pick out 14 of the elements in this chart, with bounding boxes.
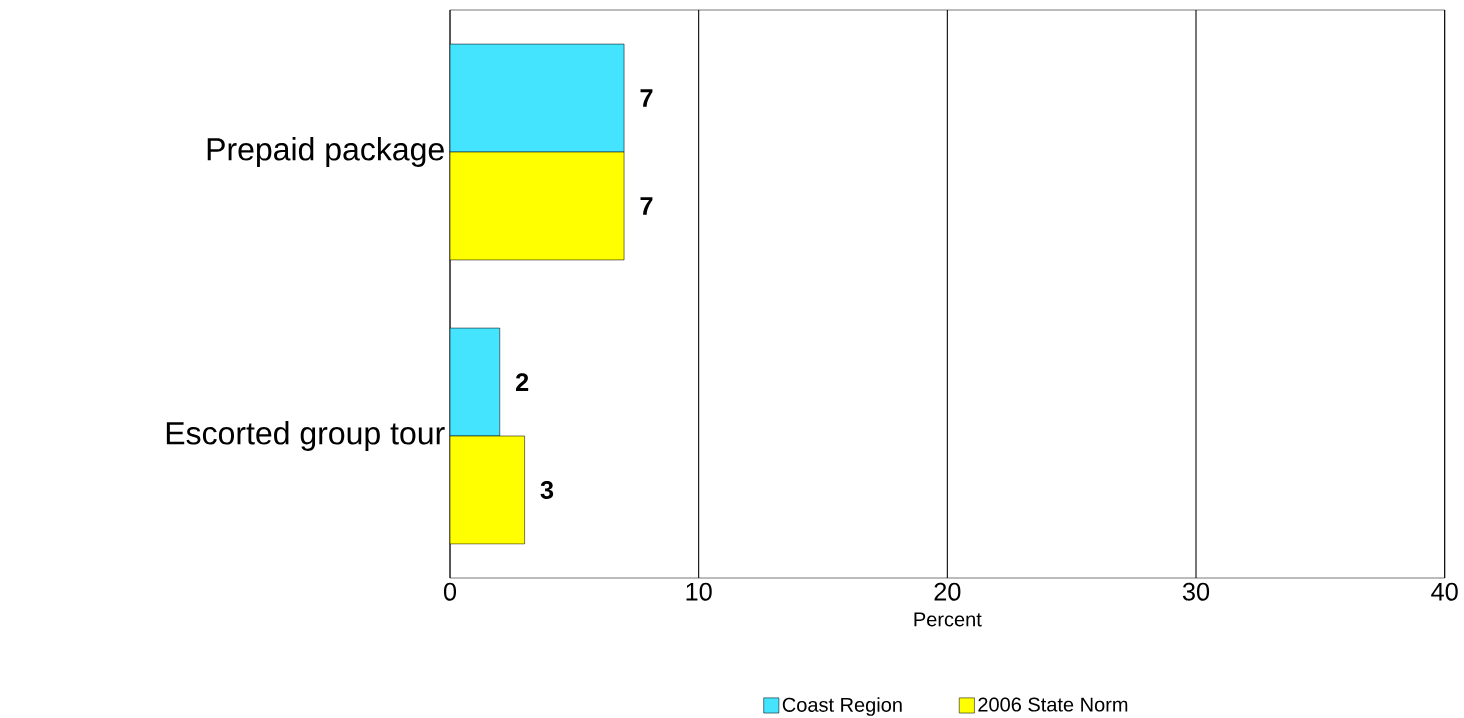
x-tick-label: 40 bbox=[1431, 582, 1458, 601]
x-tick-label: 30 bbox=[1182, 582, 1210, 601]
data-label: 7 bbox=[640, 197, 653, 215]
data-label: 3 bbox=[540, 480, 554, 499]
legend-label: 2006 State Norm bbox=[978, 697, 1128, 712]
legend-label: Coast Region bbox=[782, 697, 902, 716]
y-tick-label: Prepaid package bbox=[207, 137, 444, 167]
data-label: 7 bbox=[640, 89, 653, 107]
x-axis-title: Percent bbox=[914, 612, 982, 627]
data-label: 2 bbox=[515, 373, 529, 391]
y-tick-label: Escorted group tour bbox=[166, 421, 445, 451]
x-tick-label: 20 bbox=[934, 582, 961, 601]
x-tick-label: 0 bbox=[443, 582, 457, 601]
x-tick-label: 10 bbox=[686, 582, 712, 601]
